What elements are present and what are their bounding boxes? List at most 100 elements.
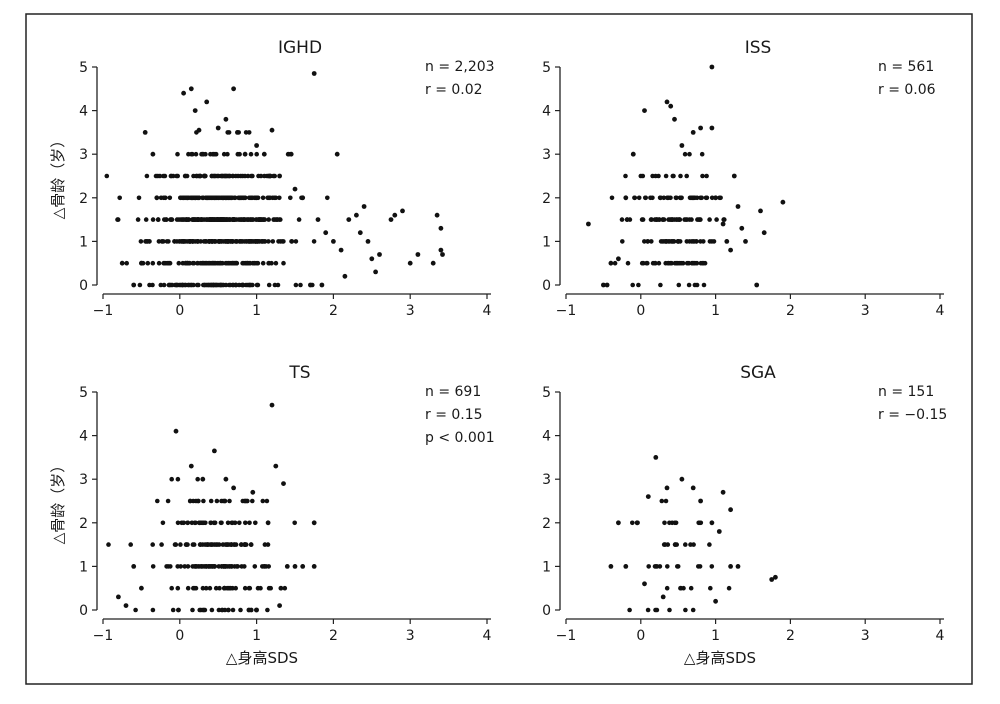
data-point	[323, 230, 329, 236]
data-point	[240, 260, 245, 266]
data-point	[178, 195, 183, 201]
data-point	[699, 151, 705, 157]
y-tick-label: 0	[79, 603, 88, 619]
data-point	[714, 217, 719, 222]
data-point	[231, 485, 237, 491]
data-point	[726, 585, 732, 591]
x-tick-label: 2	[329, 628, 338, 644]
data-point	[676, 217, 682, 222]
data-point	[207, 195, 212, 201]
data-point	[673, 195, 679, 201]
data-point	[188, 463, 194, 469]
data-point	[691, 542, 696, 547]
data-point	[608, 564, 614, 569]
stat-annotation: n = 691	[425, 384, 481, 400]
data-point	[197, 607, 202, 613]
data-point	[175, 173, 180, 179]
data-point	[632, 195, 638, 201]
data-point	[229, 542, 234, 547]
data-point	[150, 542, 155, 547]
data-point	[243, 239, 249, 244]
data-point	[676, 282, 682, 288]
x-tick-label: 0	[175, 303, 184, 319]
data-point	[649, 239, 654, 244]
data-point	[262, 217, 268, 222]
data-point	[265, 607, 270, 613]
data-point	[678, 173, 683, 179]
data-point	[241, 195, 247, 201]
data-point	[661, 195, 667, 201]
data-point	[212, 151, 218, 157]
data-point	[119, 260, 125, 266]
data-point	[254, 151, 259, 157]
data-point	[117, 195, 122, 201]
data-point	[430, 260, 436, 266]
data-point	[656, 217, 662, 222]
data-point	[223, 564, 228, 569]
data-point	[162, 217, 167, 223]
data-point	[625, 260, 631, 266]
y-tick-label: 5	[542, 385, 551, 401]
data-point	[147, 282, 152, 288]
data-point	[201, 173, 207, 179]
data-point	[143, 239, 149, 244]
data-point	[261, 564, 267, 569]
data-point	[369, 256, 375, 262]
data-point	[415, 252, 421, 257]
data-point	[616, 256, 621, 262]
data-point	[754, 282, 760, 288]
data-point	[227, 564, 233, 569]
data-point	[296, 217, 302, 222]
data-point	[264, 498, 270, 504]
data-point	[212, 520, 218, 526]
data-point	[665, 195, 670, 201]
data-point	[292, 520, 298, 526]
data-point	[224, 542, 230, 547]
data-point	[252, 260, 258, 266]
data-point	[743, 239, 748, 244]
data-point	[642, 581, 647, 587]
data-point	[676, 260, 682, 266]
data-point	[195, 476, 200, 482]
data-point	[354, 212, 359, 218]
y-tick-label: 4	[542, 104, 551, 120]
data-point	[185, 542, 190, 547]
data-point	[201, 607, 207, 613]
data-point	[168, 564, 173, 569]
data-point	[233, 239, 238, 244]
data-point	[670, 173, 676, 179]
data-point	[216, 195, 222, 201]
data-point	[128, 542, 133, 547]
data-point	[242, 564, 247, 569]
data-point	[160, 520, 166, 526]
data-point	[694, 260, 700, 266]
data-point	[187, 260, 192, 266]
data-point	[620, 239, 625, 244]
data-point	[106, 542, 111, 547]
data-point	[155, 498, 160, 504]
data-point	[161, 239, 166, 244]
data-point	[227, 498, 232, 504]
data-point	[699, 195, 704, 201]
data-point	[686, 282, 692, 288]
stat-annotation: r = 0.02	[425, 82, 483, 98]
data-point	[185, 564, 191, 569]
data-point	[225, 151, 230, 157]
data-point	[254, 607, 259, 613]
data-point	[716, 529, 722, 534]
data-point	[230, 217, 236, 222]
data-point	[683, 607, 688, 613]
data-point	[276, 239, 281, 244]
data-point	[277, 603, 282, 608]
data-point	[236, 282, 242, 288]
data-point	[243, 520, 248, 526]
data-point	[690, 130, 696, 135]
data-point	[713, 598, 718, 604]
data-point	[267, 195, 272, 201]
data-point	[197, 217, 202, 222]
data-point	[687, 195, 693, 201]
data-point	[246, 130, 252, 135]
scatter-panel-ts: TS 0 1 2 3 4 5 −1 0 1 2 3 4 △骨龄（岁） △身高SDS n = 691 r = 0.…	[49, 363, 495, 667]
data-point	[739, 225, 745, 231]
data-point	[186, 151, 191, 157]
